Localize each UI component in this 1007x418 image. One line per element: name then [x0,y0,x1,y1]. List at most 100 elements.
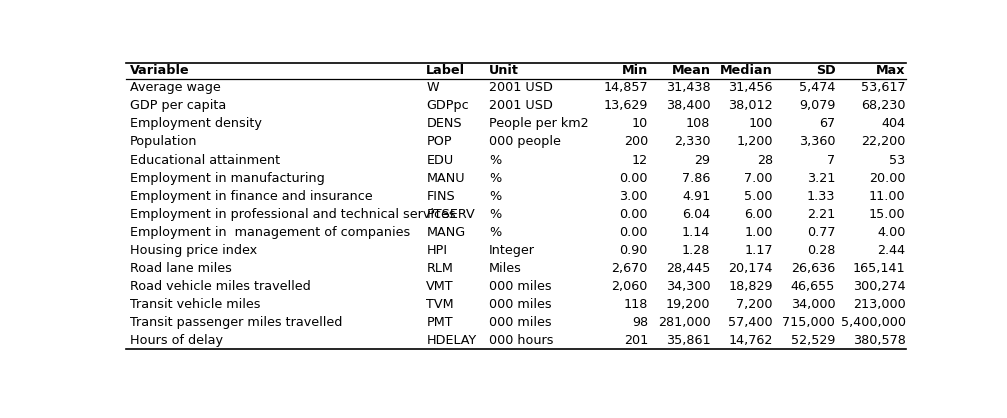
Text: 7.86: 7.86 [682,171,710,184]
Text: 1.00: 1.00 [744,226,772,239]
Text: Housing price index: Housing price index [130,244,257,257]
Text: 57,400: 57,400 [728,316,772,329]
Text: GDPpc: GDPpc [426,99,469,112]
Text: Median: Median [720,64,772,77]
Text: 165,141: 165,141 [853,262,905,275]
Text: %: % [488,171,501,184]
Text: 4.00: 4.00 [877,226,905,239]
Text: 213,000: 213,000 [853,298,905,311]
Text: HDELAY: HDELAY [426,334,476,347]
Text: 0.00: 0.00 [619,171,648,184]
Text: 20.00: 20.00 [869,171,905,184]
Text: 5.00: 5.00 [744,189,772,203]
Text: 1.33: 1.33 [807,189,835,203]
Text: 19,200: 19,200 [666,298,710,311]
Text: 300,274: 300,274 [853,280,905,293]
Text: 67: 67 [819,117,835,130]
Text: VMT: VMT [426,280,454,293]
Text: 000 miles: 000 miles [488,316,552,329]
Text: Min: Min [621,64,648,77]
Text: Road lane miles: Road lane miles [130,262,232,275]
Text: Employment in manufacturing: Employment in manufacturing [130,171,324,184]
Text: 14,857: 14,857 [603,82,648,94]
Text: 2001 USD: 2001 USD [488,99,553,112]
Text: 4.91: 4.91 [682,189,710,203]
Text: 98: 98 [631,316,648,329]
Text: EDU: EDU [426,153,453,166]
Text: Road vehicle miles travelled: Road vehicle miles travelled [130,280,310,293]
Text: 9,079: 9,079 [799,99,835,112]
Text: Employment in finance and insurance: Employment in finance and insurance [130,189,373,203]
Text: 404: 404 [881,117,905,130]
Text: Employment density: Employment density [130,117,262,130]
Text: %: % [488,153,501,166]
Text: Mean: Mean [672,64,710,77]
Text: 68,230: 68,230 [861,99,905,112]
Text: 2.21: 2.21 [807,208,835,221]
Text: People per km2: People per km2 [488,117,588,130]
Text: Label: Label [426,64,465,77]
Text: 38,012: 38,012 [728,99,772,112]
Text: MANG: MANG [426,226,465,239]
Text: %: % [488,208,501,221]
Text: 7,200: 7,200 [736,298,772,311]
Text: 6.04: 6.04 [682,208,710,221]
Text: 000 people: 000 people [488,135,561,148]
Text: 5,474: 5,474 [799,82,835,94]
Text: 52,529: 52,529 [790,334,835,347]
Text: 2,330: 2,330 [674,135,710,148]
Text: 11.00: 11.00 [869,189,905,203]
Text: 1.14: 1.14 [682,226,710,239]
Text: 281,000: 281,000 [658,316,710,329]
Text: 53,617: 53,617 [861,82,905,94]
Text: 29: 29 [695,153,710,166]
Text: 28,445: 28,445 [666,262,710,275]
Text: 108: 108 [686,117,710,130]
Text: 53: 53 [889,153,905,166]
Text: 3.21: 3.21 [807,171,835,184]
Text: 14,762: 14,762 [728,334,772,347]
Text: RLM: RLM [426,262,453,275]
Text: Integer: Integer [488,244,535,257]
Text: 7.00: 7.00 [744,171,772,184]
Text: PMT: PMT [426,316,453,329]
Text: 715,000: 715,000 [782,316,835,329]
Text: 10: 10 [631,117,648,130]
Text: 1.28: 1.28 [682,244,710,257]
Text: HPI: HPI [426,244,447,257]
Text: Educational attainment: Educational attainment [130,153,280,166]
Text: 31,456: 31,456 [728,82,772,94]
Text: Transit vehicle miles: Transit vehicle miles [130,298,260,311]
Text: Employment in professional and technical services: Employment in professional and technical… [130,208,455,221]
Text: 34,300: 34,300 [666,280,710,293]
Text: 31,438: 31,438 [666,82,710,94]
Text: 3.00: 3.00 [619,189,648,203]
Text: 6.00: 6.00 [744,208,772,221]
Text: 100: 100 [748,117,772,130]
Text: %: % [488,226,501,239]
Text: 1,200: 1,200 [736,135,772,148]
Text: 28: 28 [756,153,772,166]
Text: 1.17: 1.17 [744,244,772,257]
Text: Unit: Unit [488,64,519,77]
Text: 22,200: 22,200 [861,135,905,148]
Text: 0.77: 0.77 [807,226,835,239]
Text: 0.90: 0.90 [619,244,648,257]
Text: 12: 12 [631,153,648,166]
Text: TVM: TVM [426,298,454,311]
Text: Miles: Miles [488,262,522,275]
Text: 0.00: 0.00 [619,226,648,239]
Text: 000 miles: 000 miles [488,280,552,293]
Text: 2,670: 2,670 [611,262,648,275]
Text: Variable: Variable [130,64,189,77]
Text: 200: 200 [623,135,648,148]
Text: 38,400: 38,400 [666,99,710,112]
Text: 2,060: 2,060 [611,280,648,293]
Text: 3,360: 3,360 [799,135,835,148]
Text: 5,400,000: 5,400,000 [841,316,905,329]
Text: W: W [426,82,439,94]
Text: 000 hours: 000 hours [488,334,553,347]
Text: 35,861: 35,861 [666,334,710,347]
Text: PTSERV: PTSERV [426,208,475,221]
Text: Transit passenger miles travelled: Transit passenger miles travelled [130,316,342,329]
